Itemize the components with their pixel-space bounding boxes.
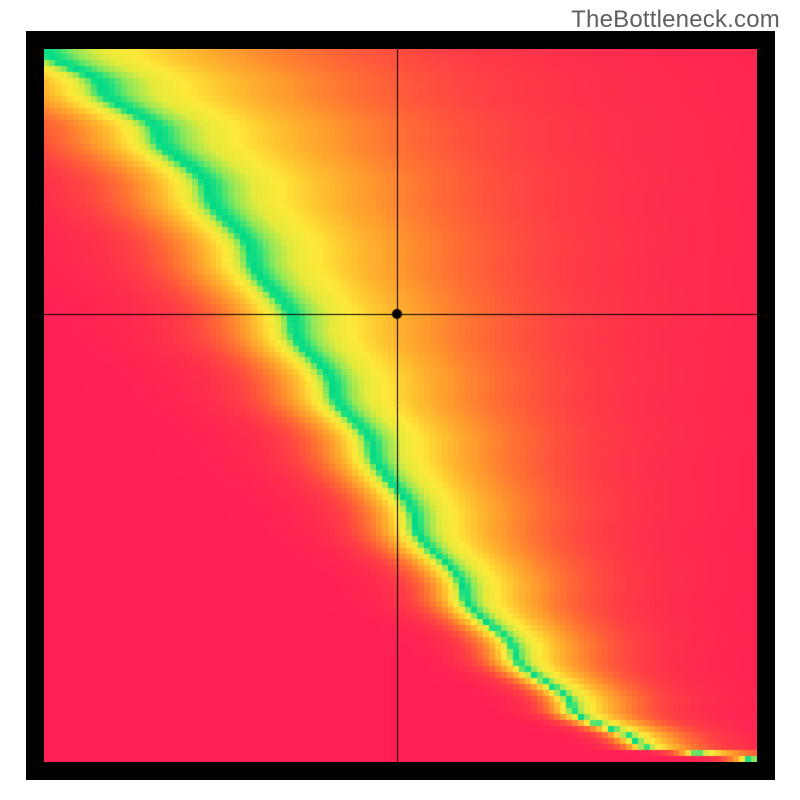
plot-frame-bottom — [26, 762, 775, 780]
plot-frame-right — [757, 31, 775, 780]
chart-stage: TheBottleneck.com — [0, 0, 800, 800]
crosshair-canvas — [44, 49, 757, 762]
plot-frame-left — [26, 31, 44, 780]
watermark-text: TheBottleneck.com — [571, 6, 780, 34]
